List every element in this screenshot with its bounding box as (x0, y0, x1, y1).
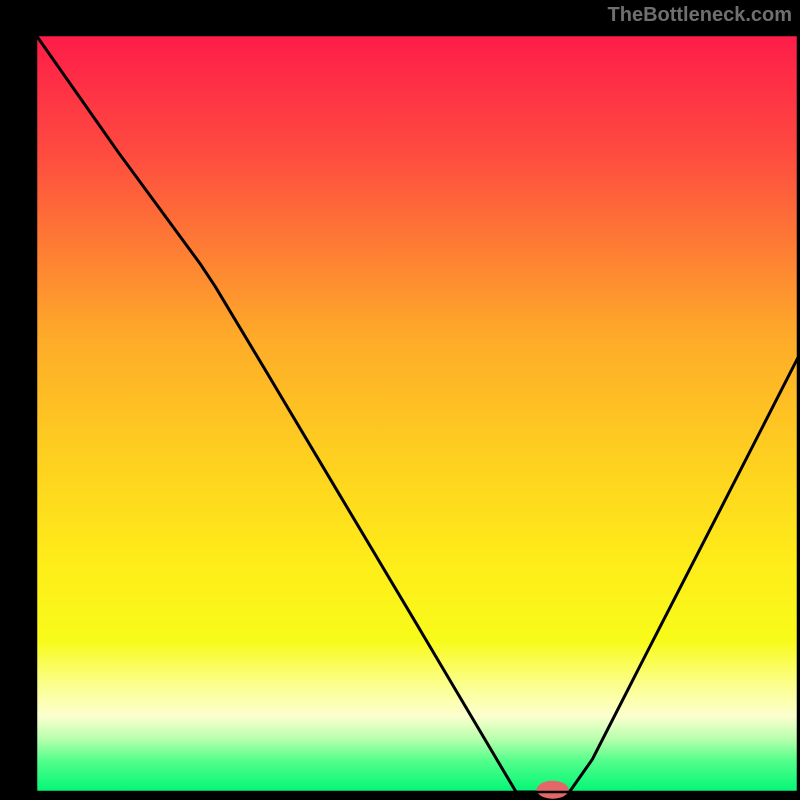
plot-background (36, 35, 798, 792)
chart-container: TheBottleneck.com (0, 0, 800, 800)
optimal-marker (537, 781, 569, 799)
bottleneck-chart (0, 0, 800, 800)
